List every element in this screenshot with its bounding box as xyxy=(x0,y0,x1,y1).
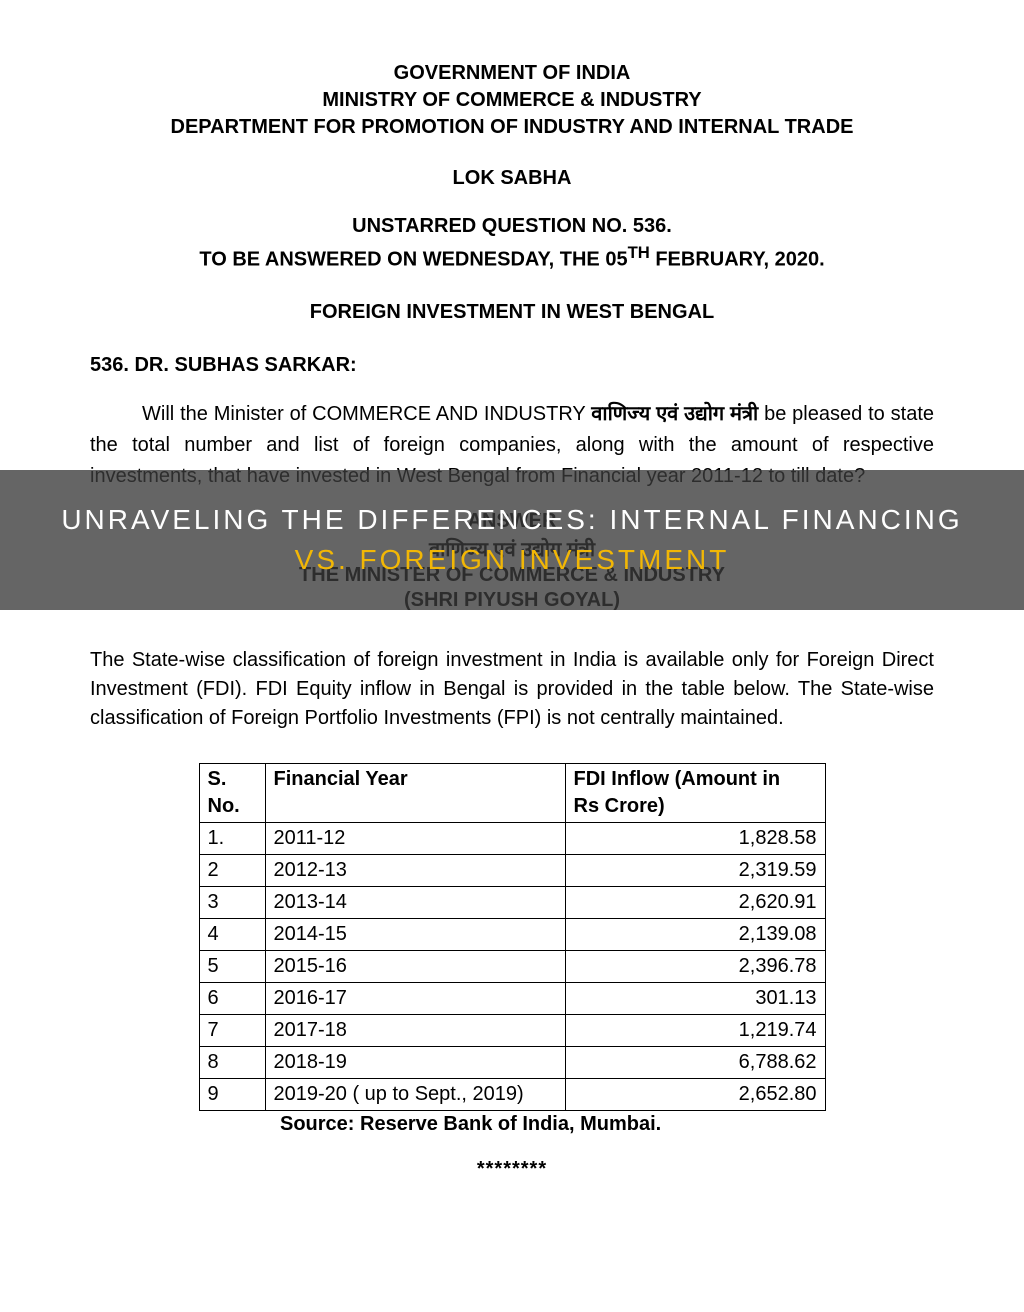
cell-fy: 2011-12 xyxy=(265,822,565,854)
question-meta: UNSTARRED QUESTION NO. 536. TO BE ANSWER… xyxy=(90,212,934,275)
cell-fy: 2019-20 ( up to Sept., 2019) xyxy=(265,1078,565,1110)
question-number: UNSTARRED QUESTION NO. 536. xyxy=(90,212,934,241)
header-line-1: GOVERNMENT OF INDIA xyxy=(90,60,934,87)
fdi-table-wrap: S. No. Financial Year FDI Inflow (Amount… xyxy=(90,763,934,1111)
table-source: Source: Reserve Bank of India, Mumbai. xyxy=(280,1113,934,1136)
table-row: 82018-196,788.62 xyxy=(199,1046,825,1078)
cell-value: 6,788.62 xyxy=(565,1046,825,1078)
table-header-row: S. No. Financial Year FDI Inflow (Amount… xyxy=(199,763,825,822)
cell-fy: 2016-17 xyxy=(265,982,565,1014)
cell-value: 1,828.58 xyxy=(565,822,825,854)
cell-fy: 2018-19 xyxy=(265,1046,565,1078)
table-row: 52015-162,396.78 xyxy=(199,950,825,982)
header-line-3: DEPARTMENT FOR PROMOTION OF INDUSTRY AND… xyxy=(90,114,934,141)
table-row: 1.2011-121,828.58 xyxy=(199,822,825,854)
cell-fy: 2012-13 xyxy=(265,854,565,886)
cell-sno: 4 xyxy=(199,918,265,950)
cell-value: 2,396.78 xyxy=(565,950,825,982)
cell-sno: 7 xyxy=(199,1014,265,1046)
question-text-before: Will the Minister of COMMERCE AND INDUST… xyxy=(142,403,591,425)
overlay-line-2: VS. FOREIGN INVESTMENT xyxy=(295,544,730,576)
cell-fy: 2017-18 xyxy=(265,1014,565,1046)
cell-sno: 8 xyxy=(199,1046,265,1078)
cell-sno: 6 xyxy=(199,982,265,1014)
question-hindi: वाणिज्य एवं उद्योग मंत्री xyxy=(591,403,758,425)
table-row: 22012-132,319.59 xyxy=(199,854,825,886)
answer-date: TO BE ANSWERED ON WEDNESDAY, THE 05TH FE… xyxy=(90,241,934,275)
lok-sabha-label: LOK SABHA xyxy=(90,167,934,190)
table-row: 92019-20 ( up to Sept., 2019)2,652.80 xyxy=(199,1078,825,1110)
col-header-val-l1: FDI Inflow (Amount in xyxy=(574,768,781,790)
answer-body: The State-wise classification of foreign… xyxy=(90,646,934,733)
answer-date-prefix: TO BE ANSWERED ON WEDNESDAY, THE 05 xyxy=(199,249,627,271)
col-header-val: FDI Inflow (Amount in Rs Crore) xyxy=(565,763,825,822)
cell-fy: 2014-15 xyxy=(265,918,565,950)
asker-name: 536. DR. SUBHAS SARKAR: xyxy=(90,354,934,377)
cell-value: 1,219.74 xyxy=(565,1014,825,1046)
col-header-sno-l2: No. xyxy=(208,795,240,817)
table-row: 62016-17301.13 xyxy=(199,982,825,1014)
document-page: GOVERNMENT OF INDIA MINISTRY OF COMMERCE… xyxy=(0,0,1024,1312)
cell-value: 2,319.59 xyxy=(565,854,825,886)
col-header-sno: S. No. xyxy=(199,763,265,822)
cell-sno: 9 xyxy=(199,1078,265,1110)
cell-value: 2,620.91 xyxy=(565,886,825,918)
cell-fy: 2015-16 xyxy=(265,950,565,982)
col-header-fy: Financial Year xyxy=(265,763,565,822)
cell-value: 301.13 xyxy=(565,982,825,1014)
gov-header: GOVERNMENT OF INDIA MINISTRY OF COMMERCE… xyxy=(90,60,934,141)
title-overlay-banner: UNRAVELING THE DIFFERENCES: INTERNAL FIN… xyxy=(0,470,1024,610)
cell-fy: 2013-14 xyxy=(265,886,565,918)
cell-value: 2,139.08 xyxy=(565,918,825,950)
end-stars: ******** xyxy=(90,1158,934,1181)
col-header-sno-l1: S. xyxy=(208,768,227,790)
answer-date-suffix: FEBRUARY, 2020. xyxy=(650,249,825,271)
question-title: FOREIGN INVESTMENT IN WEST BENGAL xyxy=(90,301,934,324)
cell-sno: 5 xyxy=(199,950,265,982)
cell-sno: 3 xyxy=(199,886,265,918)
cell-sno: 1. xyxy=(199,822,265,854)
header-line-2: MINISTRY OF COMMERCE & INDUSTRY xyxy=(90,87,934,114)
date-superscript: TH xyxy=(628,243,650,262)
fdi-table: S. No. Financial Year FDI Inflow (Amount… xyxy=(199,763,826,1111)
table-row: 72017-181,219.74 xyxy=(199,1014,825,1046)
col-header-val-l2: Rs Crore) xyxy=(574,795,665,817)
table-row: 42014-152,139.08 xyxy=(199,918,825,950)
table-row: 32013-142,620.91 xyxy=(199,886,825,918)
overlay-line-1: UNRAVELING THE DIFFERENCES: INTERNAL FIN… xyxy=(61,504,962,536)
cell-sno: 2 xyxy=(199,854,265,886)
cell-value: 2,652.80 xyxy=(565,1078,825,1110)
